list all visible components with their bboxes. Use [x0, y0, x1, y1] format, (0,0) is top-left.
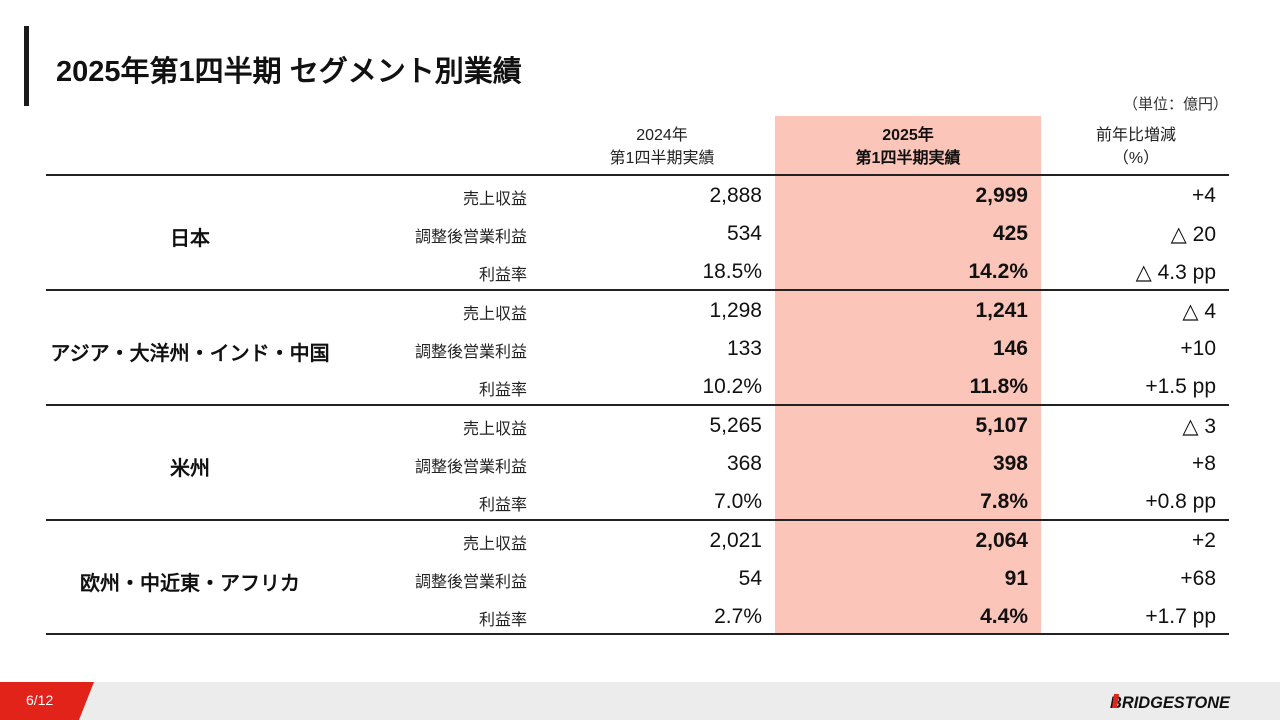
value-change: +10	[1180, 337, 1216, 360]
table-rule	[46, 519, 1229, 521]
metric-label: 利益率	[478, 497, 527, 514]
metric-label: 調整後営業利益	[414, 344, 527, 361]
header-change-line1: 前年比増減	[1095, 127, 1176, 144]
value-2025: 4.4%	[980, 605, 1028, 628]
page-number-tab	[0, 682, 94, 720]
table-rule	[46, 404, 1229, 406]
table-rule	[46, 174, 1229, 176]
metric-label: 調整後営業利益	[414, 459, 527, 476]
value-change: +4	[1192, 184, 1216, 207]
header-change: 前年比増減 （%）	[1036, 124, 1236, 170]
page-number: 6/12	[26, 692, 54, 708]
value-2024: 1,298	[709, 299, 762, 322]
page-title: 2025年第1四半期 セグメント別業績	[56, 56, 522, 88]
value-change: +0.8 pp	[1145, 490, 1216, 513]
metric-label: 利益率	[478, 382, 527, 399]
header-change-line2: （%）	[1112, 150, 1160, 167]
value-2025: 11.8%	[969, 375, 1028, 398]
value-2024: 368	[726, 452, 762, 475]
value-2025: 2,999	[975, 184, 1028, 207]
value-change: +2	[1192, 529, 1216, 552]
table-rule	[46, 633, 1229, 635]
value-2024: 534	[726, 222, 762, 245]
value-2024: 7.0%	[714, 490, 762, 513]
header-2025-line2: 第1四半期実績	[855, 150, 961, 167]
header-2025-line1: 2025年	[882, 127, 934, 144]
unit-note: （単位：億円）	[1122, 96, 1228, 113]
value-2025: 398	[992, 452, 1028, 475]
current-year-highlight	[775, 116, 1041, 635]
metric-label: 調整後営業利益	[414, 229, 527, 246]
metric-label: 売上収益	[462, 421, 527, 438]
metric-label: 調整後営業利益	[414, 574, 527, 591]
metric-label: 売上収益	[462, 191, 527, 208]
value-change: +1.5 pp	[1145, 375, 1216, 398]
segment-name: 米州	[170, 458, 210, 480]
header-2024-line2: 第1四半期実績	[609, 150, 715, 167]
metric-label: 売上収益	[462, 536, 527, 553]
value-2024: 10.2%	[702, 375, 762, 398]
logo-accent-mark	[1112, 694, 1119, 708]
metric-label: 利益率	[478, 267, 527, 284]
bridgestone-logo-text: BRIDGESTONE	[1110, 693, 1231, 712]
value-change: △ 20	[1170, 223, 1216, 246]
value-change: △ 4.3 pp	[1135, 261, 1216, 284]
value-2025: 91	[1004, 567, 1028, 590]
value-change: △ 4	[1182, 300, 1216, 323]
value-2025: 1,241	[975, 299, 1028, 322]
value-2025: 5,107	[975, 414, 1028, 437]
metric-label: 売上収益	[462, 306, 527, 323]
value-2025: 7.8%	[980, 490, 1028, 513]
value-2025: 2,064	[975, 529, 1028, 552]
value-2024: 2.7%	[714, 605, 762, 628]
value-2024: 2,888	[709, 184, 762, 207]
value-2025: 425	[992, 222, 1028, 245]
value-change: +68	[1180, 567, 1216, 590]
value-2024: 54	[738, 567, 762, 590]
value-2024: 18.5%	[702, 260, 762, 283]
header-2024-line1: 2024年	[636, 127, 688, 144]
value-change: +1.7 pp	[1145, 605, 1216, 628]
value-2024: 133	[726, 337, 762, 360]
value-2024: 5,265	[709, 414, 762, 437]
value-change: +8	[1192, 452, 1216, 475]
bridgestone-logo: BRIDGESTONE	[1110, 693, 1231, 712]
table-rule	[46, 289, 1229, 291]
header-2024: 2024年 第1四半期実績	[562, 124, 762, 170]
title-accent-bar	[24, 26, 29, 106]
value-change: △ 3	[1182, 415, 1216, 438]
segment-name: 欧州・中近東・アフリカ	[80, 573, 300, 595]
value-2025: 146	[992, 337, 1028, 360]
value-2024: 2,021	[709, 529, 762, 552]
metric-label: 利益率	[478, 612, 527, 629]
footer-bar	[0, 682, 1280, 720]
segment-name: アジア・大洋州・インド・中国	[50, 343, 330, 365]
segment-name: 日本	[170, 228, 210, 250]
header-2025: 2025年 第1四半期実績	[808, 124, 1008, 170]
value-2025: 14.2%	[968, 260, 1028, 283]
